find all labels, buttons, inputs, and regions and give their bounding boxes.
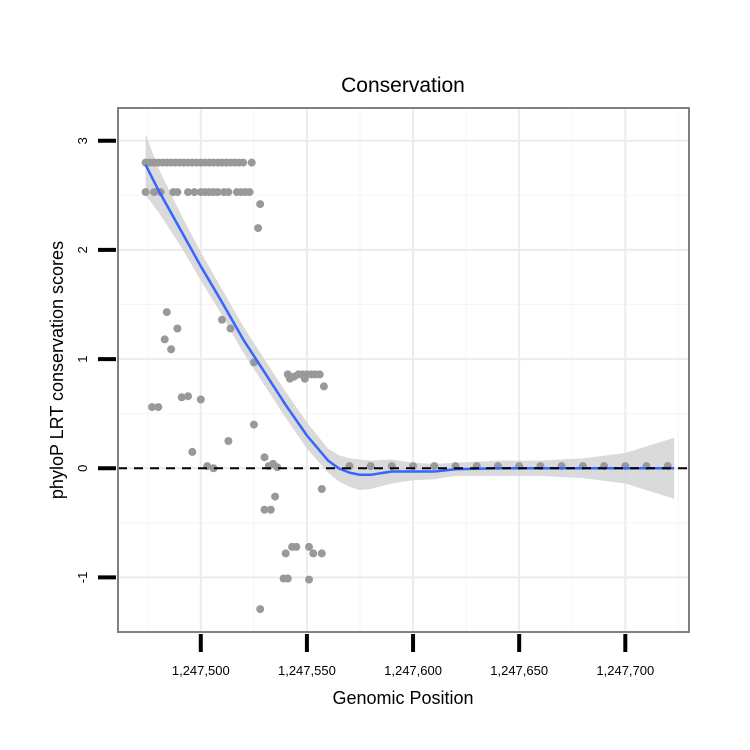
data-point <box>254 224 263 233</box>
data-point <box>247 158 256 167</box>
data-point <box>167 345 176 354</box>
data-point <box>256 605 265 614</box>
data-point <box>160 335 169 344</box>
data-point <box>245 188 254 197</box>
smooth-line <box>144 164 675 477</box>
data-point <box>266 505 275 514</box>
y-tick-label: 3 <box>75 137 90 144</box>
confidence-ribbon <box>145 134 675 499</box>
data-point <box>260 453 269 462</box>
x-tick-label: 1,247,500 <box>172 663 230 678</box>
data-point <box>317 549 326 558</box>
x-tick-label: 1,247,700 <box>596 663 654 678</box>
y-tick-label: 2 <box>75 246 90 253</box>
data-point <box>162 308 171 317</box>
data-point <box>309 549 318 558</box>
data-point <box>249 420 258 429</box>
data-point <box>209 464 218 473</box>
data-point <box>188 447 197 456</box>
data-point <box>292 542 301 551</box>
data-point <box>224 188 233 197</box>
y-tick-label: 1 <box>75 355 90 362</box>
data-point <box>213 188 222 197</box>
data-point <box>305 542 313 551</box>
data-point <box>366 462 375 471</box>
smooth-line-group <box>144 164 675 477</box>
data-point <box>319 382 328 391</box>
data-point <box>196 395 205 404</box>
x-axis-label: Genomic Position <box>332 688 473 708</box>
data-point <box>283 574 292 583</box>
data-point <box>226 324 235 333</box>
data-point <box>150 188 159 197</box>
data-point <box>154 403 163 412</box>
y-axis-label: phyloP LRT conservation scores <box>47 241 67 499</box>
data-point <box>184 188 192 197</box>
x-axis: 1,247,500 1,247,550 1,247,600 1,247,650 1,24… <box>172 634 654 678</box>
y-tick-label: -1 <box>75 572 90 584</box>
data-point <box>239 158 248 167</box>
y-axis: -1 0 1 2 3 <box>75 137 116 583</box>
data-point <box>148 403 156 412</box>
data-point <box>224 437 233 445</box>
data-point <box>305 575 313 584</box>
data-point <box>173 188 182 197</box>
data-point <box>317 485 326 493</box>
data-point <box>300 374 309 383</box>
data-point <box>281 549 290 558</box>
data-point <box>173 324 182 333</box>
chart-title: Conservation <box>341 74 465 97</box>
data-point <box>273 463 282 472</box>
data-point <box>315 370 324 379</box>
data-point <box>271 492 280 501</box>
data-point <box>184 392 192 401</box>
x-tick-label: 1,247,650 <box>490 663 548 678</box>
x-tick-label: 1,247,600 <box>384 663 442 678</box>
data-point <box>190 188 199 197</box>
data-point <box>430 462 439 471</box>
data-point <box>177 393 186 402</box>
data-point <box>218 315 226 324</box>
x-tick-label: 1,247,550 <box>278 663 336 678</box>
data-point <box>256 200 265 209</box>
panel-border <box>117 107 690 633</box>
data-point <box>141 188 150 197</box>
confidence-band <box>145 134 675 499</box>
data-point <box>260 505 269 514</box>
y-tick-label: 0 <box>75 465 90 472</box>
